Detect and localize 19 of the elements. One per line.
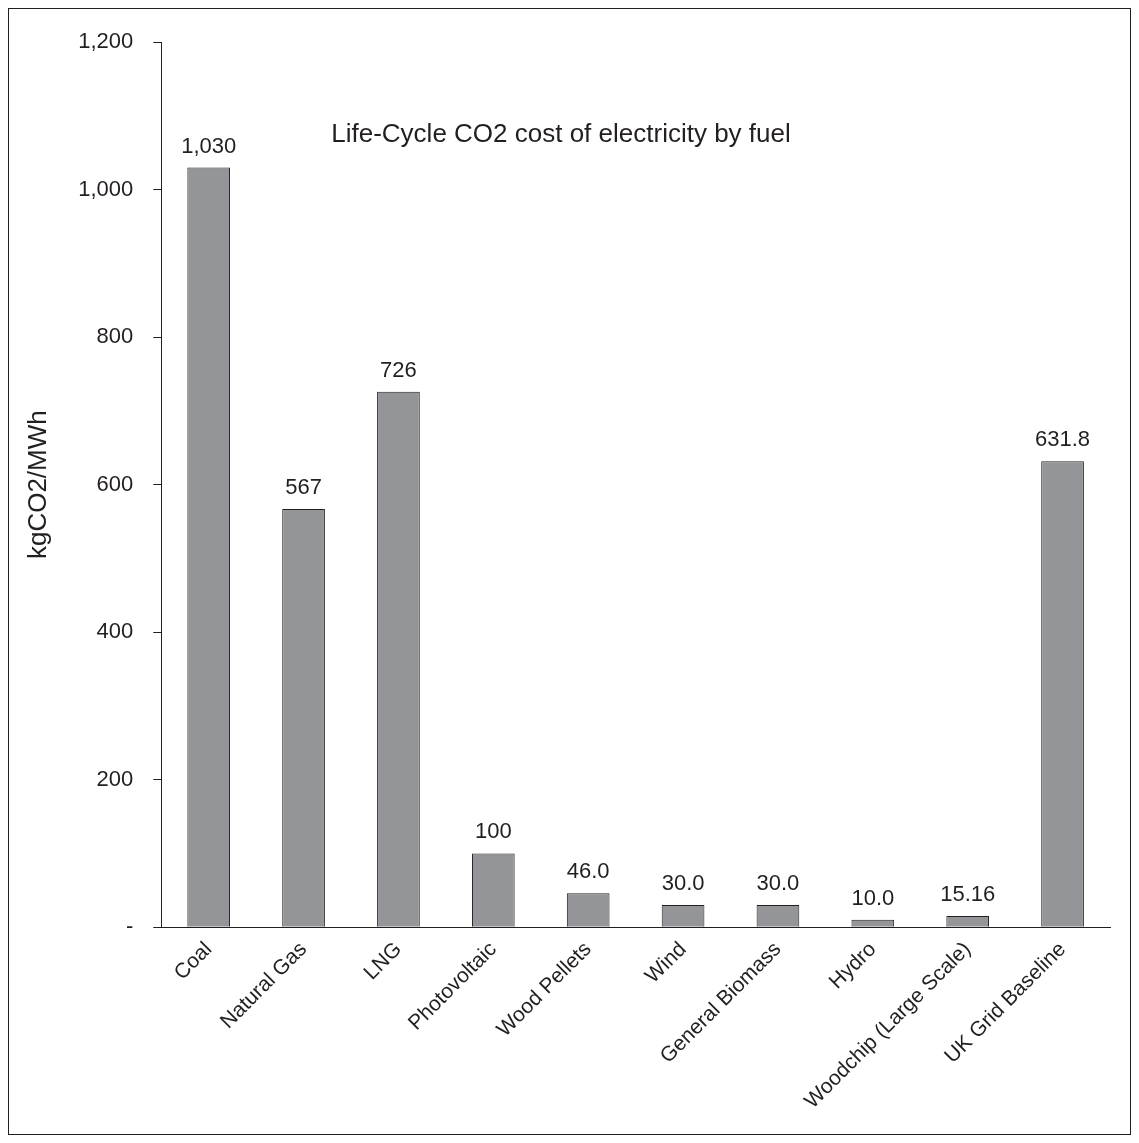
y-tick-label: 800 (96, 323, 134, 349)
data-label: 46.0 (566, 858, 610, 884)
data-label: 631.8 (1035, 426, 1091, 452)
y-tick-label: 600 (96, 470, 134, 496)
y-tick-label: 400 (96, 618, 134, 644)
y-tick-label: - (125, 913, 134, 939)
data-label: 10.0 (851, 884, 895, 910)
data-label: 1,030 (181, 132, 237, 158)
data-label: 100 (474, 818, 512, 844)
data-label: 15.16 (940, 881, 996, 907)
y-axis-title: kgCO2/MWh (21, 410, 52, 560)
y-tick-label: 200 (96, 765, 134, 791)
text: Life-Cycle CO2 cost of electricity by fuel (331, 118, 791, 149)
y-tick-label: 1,000 (78, 175, 134, 201)
y-tick-label: 1,200 (78, 28, 134, 54)
data-label: 30.0 (661, 870, 705, 896)
data-label: 567 (285, 474, 322, 500)
data-label: 30.0 (756, 870, 800, 896)
data-label: 726 (380, 356, 417, 382)
